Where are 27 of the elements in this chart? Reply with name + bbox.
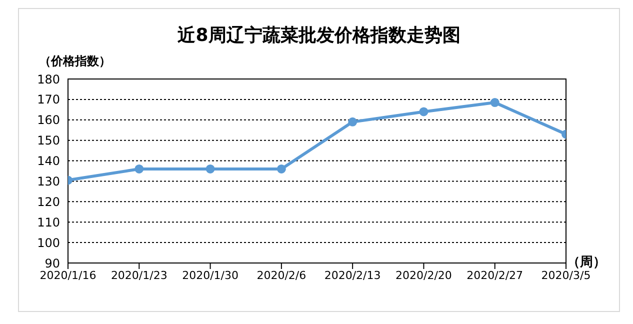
y-tick-label: 150 — [37, 134, 60, 148]
point — [419, 107, 428, 116]
x-tick-label: 2020/2/13 — [324, 268, 381, 282]
point — [490, 98, 500, 108]
y-tick-label: 120 — [37, 194, 60, 209]
point — [276, 164, 286, 174]
x-axis-title: （周） — [567, 254, 606, 270]
x-tick-label: 2020/1/16 — [40, 268, 96, 282]
y-tick-label: 110 — [37, 215, 60, 230]
y-tick-label: 100 — [37, 236, 60, 250]
y-tick-label: 160 — [37, 113, 60, 128]
x-tick-label: 2020/2/27 — [466, 268, 524, 282]
x-tick-label: 2020/2/20 — [396, 268, 452, 282]
y-tick-label: 170 — [37, 92, 60, 107]
chart-title: 近8周辽宁蔬菜批发价格指数走势图 — [176, 24, 462, 47]
y-tick-label: 180 — [37, 72, 60, 86]
y-tick-label: 90 — [44, 256, 60, 270]
point — [206, 164, 215, 174]
x-tick-label: 2020/3/5 — [541, 268, 591, 282]
x-tick-label: 2020/2/6 — [256, 268, 306, 282]
y-tick-label: 130 — [37, 174, 60, 188]
point — [348, 117, 358, 126]
x-tick-label: 2020/1/23 — [110, 268, 168, 282]
y-axis-title: （价格指数） — [39, 53, 111, 70]
x-tick-label: 2020/1/30 — [182, 268, 238, 282]
point — [134, 164, 144, 174]
y-tick-label: 140 — [37, 154, 60, 168]
